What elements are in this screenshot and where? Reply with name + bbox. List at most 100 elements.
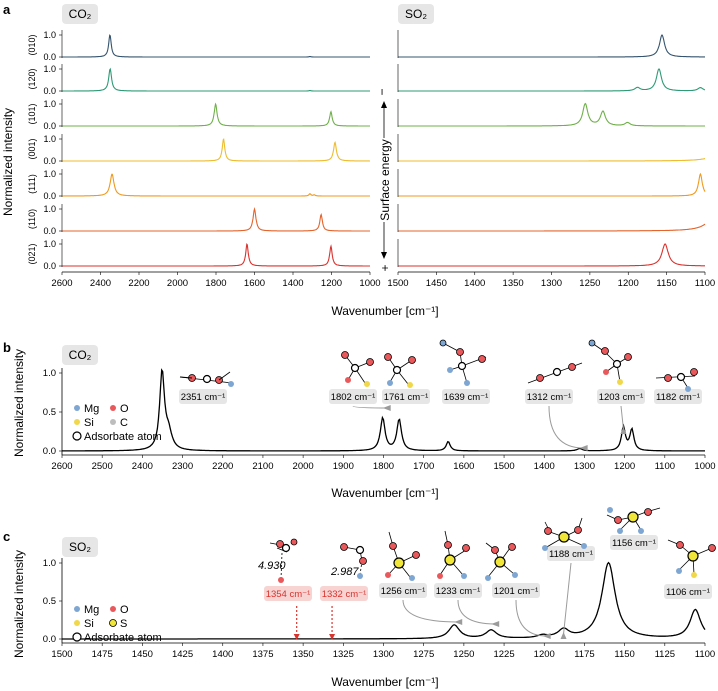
ytick-label: 1.0 [43,558,56,569]
xtick-label: 1400 [282,278,303,289]
surface-energy-minus: − [375,88,389,95]
legend-c-si-dot [74,620,80,626]
co2-tag-bg [62,4,98,24]
annotation-bg [434,583,482,598]
molecule-c-1106 [667,539,716,578]
panel-b-ylabel: Normalized intensity [12,349,26,457]
ytick-label-1: 1.0 [43,30,56,40]
legend-mg-dot [74,405,80,411]
annotation-arrowhead [542,633,551,639]
annotation-bg [379,583,427,598]
annotation-label: 1182 cm⁻¹ [656,392,700,403]
spectrum-line-021 [62,242,370,267]
annotation-arrow [548,405,584,449]
ytick-label-0: 0.0 [43,52,56,62]
spectrum-line-010 [398,34,705,58]
panel-a-co2-plot: 0.0 1.0 (010) 0.0 1.0 (120) 0.0 1.0 (101) 0.0 1.0 (… [27,30,381,289]
xtick-label: 1400 [212,649,233,660]
annotation-arrowhead [382,405,391,411]
legend-c-adsorbate-label: Adsorbate atom [84,632,162,644]
ytick-label: 0.0 [43,446,56,457]
xtick-label: 1250 [453,649,474,660]
molecule-b-1639 [439,339,487,386]
panel-c-legend: Mg O Si S Adsorbate atom [72,604,162,644]
molecule-c-1354 [269,538,298,583]
xtick-label: 1200 [614,461,635,472]
annotation-arrowhead [579,445,588,451]
xtick-label: 2400 [90,278,111,289]
xtick-label: 1425 [172,649,193,660]
panel-a-label: a [3,2,11,17]
spectrum-line-010 [62,34,370,58]
molecule-b-1802 [341,351,374,387]
annotation-bg [654,389,702,404]
xtick-label: 1125 [655,649,675,660]
annotation-label: 1354 cm⁻¹ [266,589,311,600]
spectrum-line-total [62,368,705,452]
xtick-label: 1300 [373,649,394,660]
annotation-label: 1332 cm⁻¹ [322,589,367,600]
panel-c-plot: 1500 1475 1450 1425 1400 1375 1350 1325 1300 1275… [43,535,715,660]
xtick-label: 1200 [534,649,555,660]
xtick-label: 1375 [252,649,273,660]
spectrum-line-101 [62,102,370,127]
annotation-label: 1312 cm⁻¹ [527,392,572,403]
molecule-b-1203 [588,339,632,385]
annotation-bg [264,586,312,601]
molecule-b-1761 [384,353,416,388]
distance-label-2987: 2.987 [330,566,359,578]
panel-c-ylabel: Normalized intensity [12,550,26,658]
ytick-label: 1.0 [43,368,56,379]
annotation-bg [320,586,368,601]
annotation-label: 1203 cm⁻¹ [599,392,644,403]
annotation-bg [610,535,658,550]
annotation-bg [442,389,490,404]
legend-mg-label: Mg [84,403,99,415]
xtick-label: 1400 [534,461,555,472]
c-so2-tag: SO₂ [69,540,91,554]
spectrum-line-total [62,561,706,640]
legend-c-mg-dot [74,606,80,612]
molecule-c-1156 [606,507,661,534]
surface-energy-plus: + [378,264,392,271]
xtick-label: 2200 [212,461,233,472]
molecule-c-1256 [385,531,420,581]
annotation-label: 2351 cm⁻¹ [181,392,226,403]
spectrum-line-120 [62,67,370,92]
annotation-arrowhead [293,634,300,640]
legend-adsorbate-label: Adsorbate atom [84,431,162,443]
legend-adsorbate-marker [72,431,82,441]
xtick-label: 2200 [128,278,149,289]
molecule-b-1182 [655,368,698,392]
surface-energy-arrowhead-down [381,252,387,259]
panel-c-xlabel: Wavenumber [cm⁻¹] [331,675,438,689]
xtick-label: 1400 [464,278,485,289]
spectrum-line-110 [62,206,370,232]
annotation-arrow [352,405,387,409]
xtick-label: 2500 [92,461,113,472]
facet-label: (101) [27,103,37,124]
spectrum-line-110 [398,223,706,232]
annotation-arrowhead [560,632,567,639]
b-co2-tag: CO₂ [69,348,92,362]
so2-tag-bg [398,4,434,24]
xtick-label: 2000 [293,461,314,472]
facet-label: (110) [27,209,37,229]
annotation-arrow [515,599,547,637]
molecule-c-1201 [485,542,518,581]
legend-si-label: Si [84,417,94,429]
annotation-arrowhead [620,427,627,434]
facet-label: (111) [27,174,37,194]
xtick-label: 1500 [493,461,514,472]
c-so2-tag-bg [62,537,98,557]
spectrum-line-120 [398,68,706,92]
ytick-label-1: 1.0 [43,64,56,74]
annotation-label: 1639 cm⁻¹ [444,392,489,403]
b-co2-tag-bg [62,345,98,365]
xtick-label: 1100 [695,278,715,289]
surface-energy-label: Surface energy [378,139,392,220]
panel-b-xlabel: Wavenumber [cm⁻¹] [331,486,438,500]
annotation-bg [547,546,595,561]
facet-label: (120) [27,68,37,89]
